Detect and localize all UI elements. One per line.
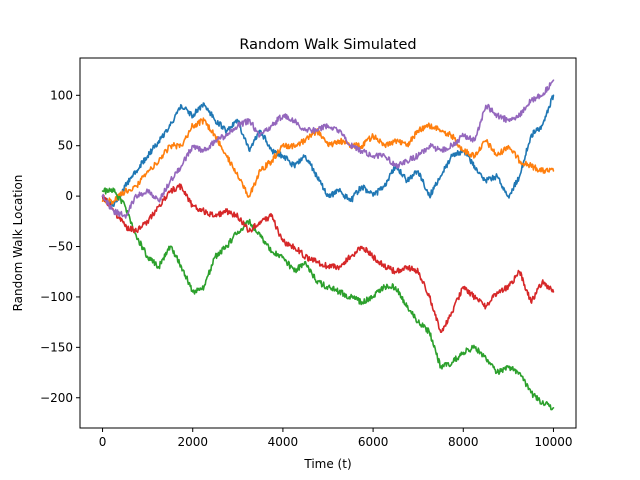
chart-title: Random Walk Simulated — [239, 37, 416, 53]
series-line-3 — [101, 187, 555, 411]
x-tick-label: 0 — [99, 435, 107, 449]
x-tick-label: 4000 — [268, 435, 299, 449]
x-axis: 0 2000 4000 6000 8000 10000 — [99, 428, 573, 449]
axes-frame — [79, 57, 577, 429]
y-tick-label: 50 — [58, 139, 73, 153]
y-axis-label: Random Walk Location — [11, 175, 25, 312]
series-line-2 — [101, 117, 555, 205]
y-tick-label: 0 — [65, 189, 73, 203]
y-tick-label: −200 — [40, 391, 73, 405]
series-line-4 — [101, 183, 555, 334]
series-line-1 — [101, 94, 555, 207]
x-tick-label: 6000 — [358, 435, 389, 449]
series-line-5 — [101, 79, 555, 219]
y-tick-label: 100 — [50, 88, 73, 102]
x-tick-label: 10000 — [534, 435, 572, 449]
x-tick-label: 2000 — [177, 435, 208, 449]
x-tick-label: 8000 — [448, 435, 479, 449]
plot-lines — [101, 79, 555, 411]
y-tick-label: −100 — [40, 290, 73, 304]
x-axis-label: Time (t) — [303, 457, 351, 471]
y-tick-label: −50 — [48, 240, 73, 254]
y-axis: −200 −150 −100 −50 0 50 100 — [40, 88, 80, 405]
y-tick-label: −150 — [40, 340, 73, 354]
